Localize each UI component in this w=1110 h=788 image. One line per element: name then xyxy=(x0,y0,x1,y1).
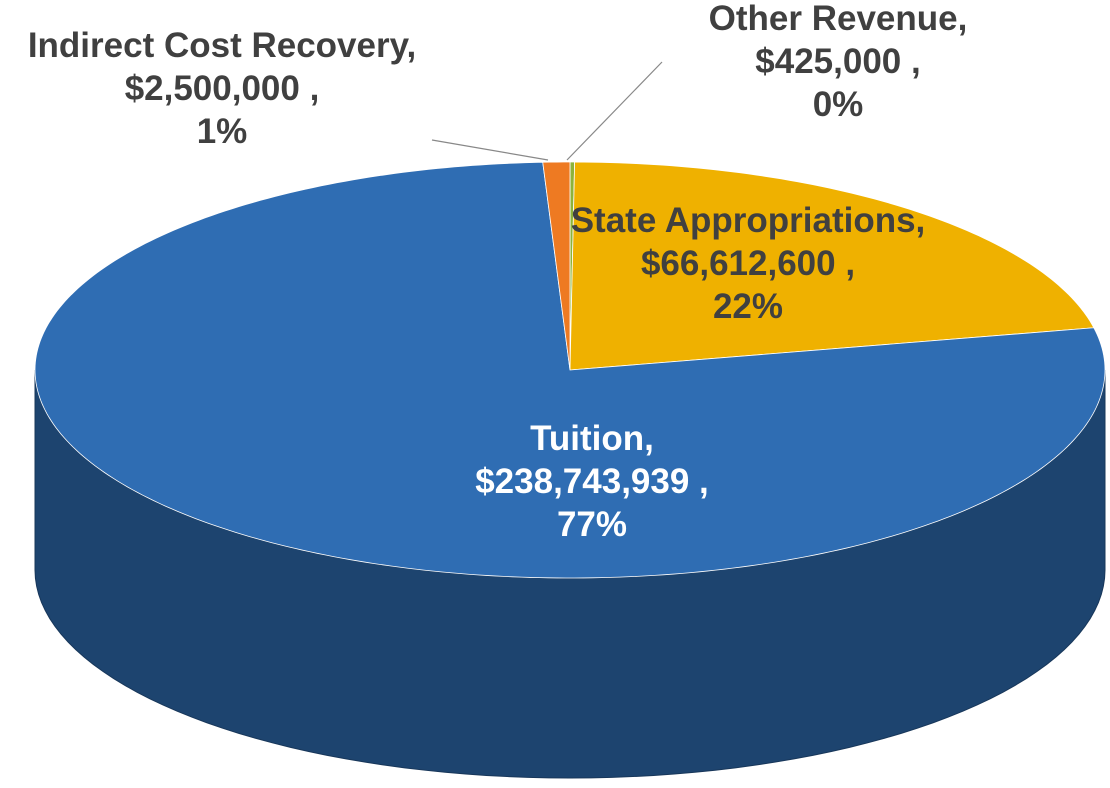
data-label-line: $2,500,000 , xyxy=(125,69,320,108)
data-label-line: 22% xyxy=(713,287,783,326)
data-label-line: Indirect Cost Recovery, xyxy=(28,26,416,65)
data-label: Indirect Cost Recovery, $2,500,000 , 1% xyxy=(28,26,416,151)
data-label-line: Other Revenue, xyxy=(709,0,968,38)
data-label-line: Tuition, xyxy=(530,419,654,458)
slice xyxy=(569,161,1095,371)
data-label-line: 77% xyxy=(557,505,627,544)
data-label-line: $425,000 , xyxy=(755,42,920,81)
data-label-line: State Appropriations, xyxy=(571,201,926,240)
leader-line xyxy=(566,61,663,161)
slice xyxy=(34,161,1106,579)
leader-line xyxy=(431,139,549,161)
slice xyxy=(542,161,571,371)
data-label-line: 1% xyxy=(197,112,248,151)
data-label: Tuition, $238,743,939 , 77% xyxy=(475,419,709,544)
data-label: State Appropriations, $66,612,600 , 22% xyxy=(571,201,926,326)
data-label-line: $238,743,939 , xyxy=(475,462,709,501)
data-label-line: $66,612,600 , xyxy=(641,244,855,283)
data-label: Other Revenue, $425,000 , 0% xyxy=(709,0,968,124)
data-label-line: 0% xyxy=(813,85,864,124)
